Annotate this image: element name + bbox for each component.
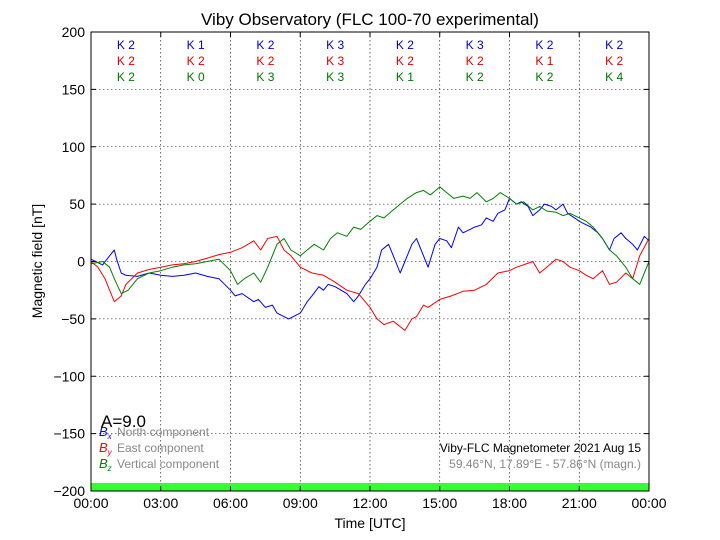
k-index-bx: K 2 (605, 38, 623, 52)
a-index-label: A=9.0 (101, 412, 146, 431)
x-tick-label: 00:00 (73, 495, 108, 511)
k-index-bx: K 3 (326, 38, 344, 52)
k-index-bz: K 0 (187, 70, 205, 84)
legend-symbol-subscript: y (107, 448, 113, 457)
k-index-bx: K 1 (187, 38, 205, 52)
y-tick-label: 100 (62, 139, 86, 155)
legend-symbol-subscript: x (107, 432, 113, 441)
series-line-by (90, 235, 650, 331)
x-tick-label: 15:00 (422, 495, 457, 511)
legend-symbol-subscript: z (107, 464, 112, 473)
k-index-bx: K 2 (535, 38, 553, 52)
y-tick-label: 50 (69, 196, 85, 212)
axis-ticks: 00:00 03:00 06:00 09:00 12:00 15:00 18:00 21:00… (53, 24, 666, 511)
k-index-by: K 2 (466, 54, 484, 68)
legend-item-y: By East component (99, 440, 204, 457)
x-tick-label: 21:00 (562, 495, 597, 511)
y-axis-label: Magnetic field [nT] (29, 204, 45, 318)
x-tick-label: 00:00 (631, 495, 666, 511)
info-title: Viby-FLC Magnetometer 2021 Aug 15 (440, 441, 642, 455)
legend-label: Vertical component (117, 457, 220, 471)
k-index-bz: K 4 (605, 70, 623, 84)
k-index-bx: K 2 (117, 38, 135, 52)
grid-lines (91, 32, 649, 491)
k-index-bz: K 1 (396, 70, 414, 84)
k-index-bz: K 2 (117, 70, 135, 84)
x-tick-label: 06:00 (213, 495, 248, 511)
legend-label: North component (117, 425, 210, 439)
k-index-by: K 2 (396, 54, 414, 68)
legend-symbol: By (99, 440, 113, 457)
y-tick-label: 150 (62, 81, 86, 97)
k-index-by: K 2 (605, 54, 623, 68)
x-axis-label: Time [UTC] (334, 515, 405, 531)
legend-item-z: Bz Vertical component (99, 456, 220, 473)
x-tick-label: 18:00 (492, 495, 527, 511)
k-index-by: K 3 (326, 54, 344, 68)
legend-label: East component (117, 441, 204, 455)
y-tick-label: −100 (53, 368, 85, 384)
k-index-bz: K 3 (256, 70, 274, 84)
k-index-bz: K 2 (535, 70, 553, 84)
y-tick-label: −200 (53, 483, 85, 499)
series-layer (90, 186, 650, 331)
chart-title: Viby Observatory (FLC 100-70 experimenta… (201, 10, 539, 29)
x-tick-label: 09:00 (283, 495, 318, 511)
k-index-bx: K 2 (256, 38, 274, 52)
y-tick-label: 200 (62, 24, 86, 40)
x-tick-label: 03:00 (143, 495, 178, 511)
k-index-by: K 2 (256, 54, 274, 68)
k-index-bz: K 3 (326, 70, 344, 84)
k-index-by: K 2 (117, 54, 135, 68)
k-index-by: K 1 (535, 54, 553, 68)
k-index-bx: K 3 (466, 38, 484, 52)
series-line-bz (90, 186, 650, 295)
legend-symbol: Bz (99, 456, 112, 473)
k-index-bz: K 2 (466, 70, 484, 84)
y-tick-label: −150 (53, 426, 85, 442)
info-coordinates: 59.46°N, 17.89°E - 57.86°N (magn.) (449, 457, 641, 471)
k-index-labels: K 2 K 1 K 2 K 3 K 2 K 3 K 2 K 2 K 2 K 2 K 2 K 3 K 2 K… (117, 38, 624, 84)
k-index-bx: K 2 (396, 38, 414, 52)
k-index-by: K 2 (187, 54, 205, 68)
y-tick-label: −50 (61, 311, 85, 327)
y-tick-label: 0 (77, 254, 85, 270)
x-tick-label: 12:00 (352, 495, 387, 511)
